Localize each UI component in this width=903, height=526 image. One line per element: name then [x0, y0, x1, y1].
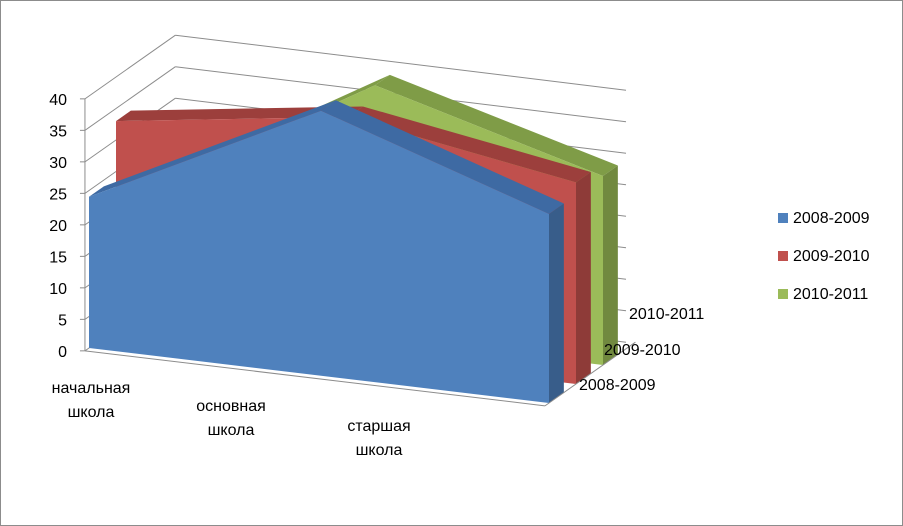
category-label-line: школа [68, 404, 115, 421]
depth-label: 2008-2009 [579, 377, 656, 394]
legend: 2008-2009 2009-2010 2010-2011 [778, 210, 870, 303]
gridline-side [84, 34, 176, 100]
y-axis-ticks: 0 5 10 15 20 25 30 35 40 [49, 92, 85, 361]
series-area-2008-2009 [89, 110, 549, 403]
series-top-2008-2009 [89, 100, 336, 197]
category-label-line: школа [208, 422, 255, 439]
y-tick-label: 30 [49, 155, 67, 172]
y-tick-label: 25 [49, 186, 67, 203]
series-top-2010-2011 [375, 74, 618, 176]
legend-swatch [778, 289, 788, 299]
y-tick-label: 40 [49, 92, 67, 109]
y-tick-label: 35 [49, 123, 67, 140]
series-side-2008-2009 [549, 203, 564, 403]
series-areas [89, 74, 618, 403]
y-tick-label: 10 [49, 281, 67, 298]
series-side-2010-2011 [603, 165, 618, 365]
gridline-back [175, 34, 627, 91]
legend-swatch [778, 213, 788, 223]
depth-label: 2009-2010 [604, 342, 681, 359]
category-label-line: начальная [52, 380, 131, 397]
category-label-line: школа [356, 442, 403, 459]
category-label: начальная школа [52, 380, 131, 421]
y-tick-label: 5 [58, 312, 67, 329]
gridline-side [84, 66, 176, 131]
category-label: основная школа [196, 398, 266, 439]
y-tick-label: 20 [49, 218, 67, 235]
series-side-2009-2010 [576, 171, 591, 384]
y-tick-label: 15 [49, 249, 67, 266]
depth-axis-labels: 2008-2009 2009-2010 2010-2011 [579, 306, 704, 394]
y-tick-label: 0 [58, 344, 67, 361]
legend-label: 2010-2011 [793, 286, 868, 303]
series-top-2009-2010 [348, 106, 591, 183]
category-label-line: старшая [347, 418, 410, 435]
series-top-2008-2009 [321, 100, 564, 214]
legend-swatch [778, 251, 788, 261]
x-axis-line [84, 350, 546, 407]
x-axis-categories: начальная школа основная школа старшая школа [52, 380, 411, 459]
legend-label: 2009-2010 [793, 248, 870, 265]
category-label-line: основная [196, 398, 266, 415]
legend-label: 2008-2009 [793, 210, 870, 227]
category-label: старшая школа [347, 418, 410, 459]
depth-axis-line [544, 341, 636, 407]
depth-label: 2010-2011 [629, 306, 704, 323]
